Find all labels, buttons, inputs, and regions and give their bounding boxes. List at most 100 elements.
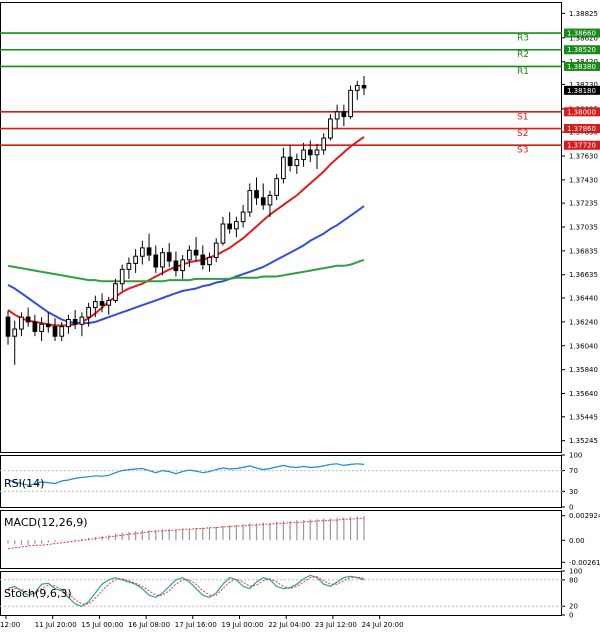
- candle-body: [314, 149, 320, 156]
- candle-body: [59, 326, 65, 337]
- time-tick-label: 19 Jul 00:00: [222, 621, 264, 629]
- price-tick-label: 1.37035: [569, 224, 598, 232]
- candle-body: [274, 178, 280, 196]
- price-tick-label: 1.35245: [569, 437, 598, 445]
- time-tick-label: 16 Jul 08:00: [128, 621, 170, 629]
- rsi-label: RSI(14): [4, 477, 44, 490]
- candle-body: [153, 254, 159, 268]
- rsi-pane-frame: [0, 455, 562, 508]
- candle-body: [200, 254, 206, 266]
- candle-body: [32, 321, 38, 332]
- rsi-tick-label: 30: [569, 488, 578, 496]
- level-price-box-r3: [564, 28, 600, 38]
- price-tick-label: 1.37235: [569, 200, 598, 208]
- price-tick-label: 1.38825: [569, 10, 598, 18]
- time-tick-label: 22 Jul 04:00: [268, 621, 310, 629]
- candle-body: [173, 260, 179, 272]
- level-name-r1: R1: [517, 67, 529, 77]
- price-tick-label: 1.36240: [569, 318, 598, 326]
- stoch-tick-label: 100: [569, 568, 582, 576]
- price-tick-label: 1.36040: [569, 342, 598, 350]
- candle-body: [12, 328, 18, 337]
- candle-body: [307, 149, 313, 156]
- rsi-line: [7, 463, 365, 486]
- time-tick-label: 17 Jul 16:00: [175, 621, 217, 629]
- stoch-tick-label: 80: [569, 576, 578, 584]
- candle-body: [227, 223, 233, 230]
- candle-body: [207, 256, 212, 266]
- stoch-main-line: [7, 574, 365, 607]
- macd-tick-label: -0.002619: [569, 559, 600, 567]
- candle-body: [45, 323, 51, 328]
- current-price-box: [564, 85, 600, 95]
- macd-signal-line: [7, 517, 364, 550]
- price-tick-label: 1.38620: [569, 34, 598, 42]
- stoch-signal-line: [7, 576, 365, 605]
- price-tick-label: 1.36835: [569, 247, 598, 255]
- candle-body: [213, 242, 219, 258]
- rsi-tick-label: 100: [569, 452, 582, 460]
- level-price-label-s2: 1.37860: [567, 125, 596, 133]
- candle-body: [166, 252, 172, 262]
- candle-body: [267, 194, 273, 206]
- candle-body: [52, 326, 58, 337]
- time-tick-label: 12:00: [0, 621, 20, 629]
- moving-average-line-3: [7, 258, 365, 283]
- stoch-tick-label: 20: [569, 603, 578, 611]
- candle-body: [72, 319, 78, 325]
- time-tick-label: 11 Jul 20:00: [35, 621, 77, 629]
- candle-body: [334, 111, 340, 120]
- candle-body: [66, 319, 71, 328]
- candle-body: [193, 249, 199, 256]
- candle-body: [19, 316, 24, 330]
- candle-body: [341, 111, 347, 118]
- candle-body: [281, 156, 286, 180]
- level-price-label-r1: 1.38380: [567, 63, 596, 71]
- candle-body: [160, 252, 165, 268]
- stoch-pane-frame: [0, 571, 562, 616]
- level-price-label-s3: 1.37720: [567, 142, 596, 150]
- candle-body: [39, 323, 44, 332]
- candle-body: [301, 149, 306, 161]
- candle-body: [86, 307, 91, 318]
- candle-body: [187, 249, 192, 261]
- candle-body: [133, 255, 138, 264]
- candle-body: [348, 89, 353, 118]
- price-tick-label: 1.35445: [569, 413, 598, 421]
- candle-body: [99, 301, 105, 306]
- candle-body: [180, 259, 185, 272]
- price-tick-label: 1.37630: [569, 152, 598, 160]
- candle-body: [328, 118, 333, 139]
- level-price-label-r3: 1.38660: [567, 30, 596, 38]
- level-name-r2: R2: [517, 50, 529, 60]
- macd-label: MACD(12,26,9): [4, 516, 88, 529]
- candle-body: [247, 190, 253, 213]
- stoch-tick-label: 0: [569, 612, 573, 620]
- candle-body: [287, 156, 293, 167]
- price-tick-label: 1.36440: [569, 295, 598, 303]
- candle-body: [139, 247, 145, 257]
- candle-body: [146, 247, 152, 256]
- moving-average-line-2: [7, 205, 365, 325]
- candle-body: [126, 262, 132, 270]
- candle-body: [79, 316, 85, 325]
- candle-body: [234, 221, 239, 230]
- price-tick-label: 1.37430: [569, 176, 598, 184]
- level-price-box-s1: [564, 107, 600, 117]
- macd-pane-frame: [0, 510, 562, 569]
- level-name-r3: R3: [517, 34, 529, 44]
- macd-tick-label: 0.00: [569, 537, 585, 545]
- main-pane-frame: [0, 2, 562, 453]
- candle-body: [92, 301, 98, 309]
- price-tick-label: 1.38230: [569, 81, 598, 89]
- candle-body: [354, 85, 360, 91]
- candle-body: [254, 190, 259, 199]
- level-price-box-s3: [564, 140, 600, 150]
- price-tick-label: 1.35840: [569, 366, 598, 374]
- candle-body: [220, 223, 226, 244]
- time-tick-label: 23 Jul 12:00: [315, 621, 357, 629]
- current-price-label: 1.38180: [567, 87, 596, 95]
- level-price-box-r2: [564, 45, 600, 55]
- moving-average-line-1: [7, 136, 365, 327]
